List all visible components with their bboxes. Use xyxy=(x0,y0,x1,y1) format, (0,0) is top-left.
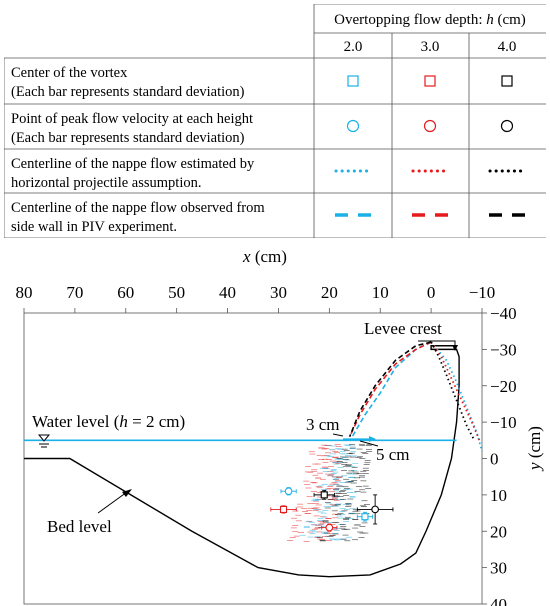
legend-row-velocity-line2: (Each bar represents standard deviation) xyxy=(11,130,245,146)
legend-circle-3 xyxy=(423,119,437,133)
legend-square-4 xyxy=(501,75,513,87)
series-markers xyxy=(270,487,394,532)
legend-column-h3: 3.0 xyxy=(421,39,440,55)
legend-circle-4 xyxy=(500,119,514,133)
x-tick-label-6: 20 xyxy=(321,283,338,302)
vortex-marker-4.0 xyxy=(313,490,335,500)
legend-symbols xyxy=(334,75,526,217)
y-tick-label-5: 10 xyxy=(490,486,507,505)
table-grid xyxy=(4,4,546,238)
chart: x (cm) y (cm) 80 70 60 50 40 30 20 10 0 −10 −40 −3… xyxy=(16,247,545,606)
svg-text:y (cm): y (cm) xyxy=(525,426,544,472)
legend-row-vortex-line1: Center of the vortex xyxy=(11,65,128,81)
legend-circle-2 xyxy=(346,119,360,133)
x-tick-label-0: 80 xyxy=(16,283,33,302)
x-tick-label-9: −10 xyxy=(469,283,496,302)
y-tick-label-1: −30 xyxy=(490,340,517,359)
bed-line xyxy=(24,345,460,578)
levee-crest-label: Levee crest xyxy=(364,319,442,338)
peak-velocity-marker-4.0 xyxy=(356,494,394,525)
legend-row-vortex-line2: (Each bar represents standard deviation) xyxy=(11,84,245,100)
vortex-marker-2.0 xyxy=(356,511,374,522)
x-axis: 80 70 60 50 40 30 20 10 0 −10 xyxy=(16,283,496,313)
legend-row-estimated-line2: horizontal projectile assumption. xyxy=(11,175,201,191)
x-tick-label-3: 50 xyxy=(168,283,185,302)
legend-square-3 xyxy=(424,75,436,87)
y-tick-label-4: 0 xyxy=(490,450,499,469)
legend-column-h4: 4.0 xyxy=(498,39,517,55)
nappe-observed-2.0 xyxy=(351,341,432,438)
nappe-observed-4.0 xyxy=(348,341,432,437)
legend-square-2 xyxy=(347,75,359,87)
three-five-cm-arrowhead xyxy=(369,436,376,442)
three-cm-leader xyxy=(332,433,344,437)
y-tick-label-8: 40 xyxy=(490,595,507,606)
water-level-symbol xyxy=(37,434,51,448)
x-tick-label-2: 60 xyxy=(117,283,134,302)
bed-level-leader xyxy=(97,491,128,514)
y-tick-label-3: −10 xyxy=(490,413,517,432)
y-tick-label-7: 30 xyxy=(490,559,507,578)
five-cm-leader xyxy=(359,440,379,447)
peak-velocity-marker-2.0 xyxy=(280,487,297,496)
svg-text:x (cm): x (cm) xyxy=(242,247,287,266)
levee-crest-arrowhead xyxy=(452,345,458,351)
bed-profile xyxy=(24,345,460,578)
x-tick-label-8: 0 xyxy=(427,283,436,302)
five-cm-label: 5 cm xyxy=(376,445,410,464)
series-lines xyxy=(348,341,483,452)
legend-row-velocity-line1: Point of peak flow velocity at each heig… xyxy=(11,111,253,127)
three-cm-label: 3 cm xyxy=(306,415,340,434)
legend-table: Overtopping flow depth: h (cm) 2.0 3.0 4… xyxy=(4,4,546,238)
nappe-observed-3.0 xyxy=(348,341,432,438)
bed-level-arrowhead xyxy=(122,489,132,497)
bed-level-label: Bed level xyxy=(47,517,112,536)
x-tick-label-4: 40 xyxy=(219,283,236,302)
legend-row-observed-line1: Centerline of the nappe flow observed fr… xyxy=(11,200,265,216)
nappe-estimated-3.0 xyxy=(430,341,481,441)
legend-group-header: Overtopping flow depth: h (cm) xyxy=(334,12,526,28)
x-tick-label-1: 70 xyxy=(66,283,83,302)
nappe-estimated-4.0 xyxy=(430,341,476,441)
vortex-marker-3.0 xyxy=(270,505,297,514)
axis-y-title: y (cm) xyxy=(525,426,544,472)
water-level-label: Water level (h = 2 cm) xyxy=(32,412,185,431)
x-tick-label-5: 30 xyxy=(270,283,287,302)
axis-x-title: x (cm) xyxy=(242,247,287,266)
y-tick-label-2: −20 xyxy=(490,377,517,396)
levee-crest-leader xyxy=(418,340,456,346)
x-tick-label-7: 10 xyxy=(372,283,389,302)
peak-velocity-marker-3.0 xyxy=(321,523,338,532)
y-tick-label-6: 20 xyxy=(490,522,507,541)
legend-column-h2: 2.0 xyxy=(344,39,363,55)
plot-frame xyxy=(23,312,483,605)
y-tick-label-0: −40 xyxy=(490,304,517,323)
legend-row-estimated-line1: Centerline of the nappe flow estimated b… xyxy=(11,156,255,172)
y-axis: −40 −30 −20 −10 0 10 20 30 40 xyxy=(482,304,517,606)
piv-vectors-3 xyxy=(299,444,359,541)
legend-row-observed-line2: side wall in PIV experiment. xyxy=(11,219,177,235)
